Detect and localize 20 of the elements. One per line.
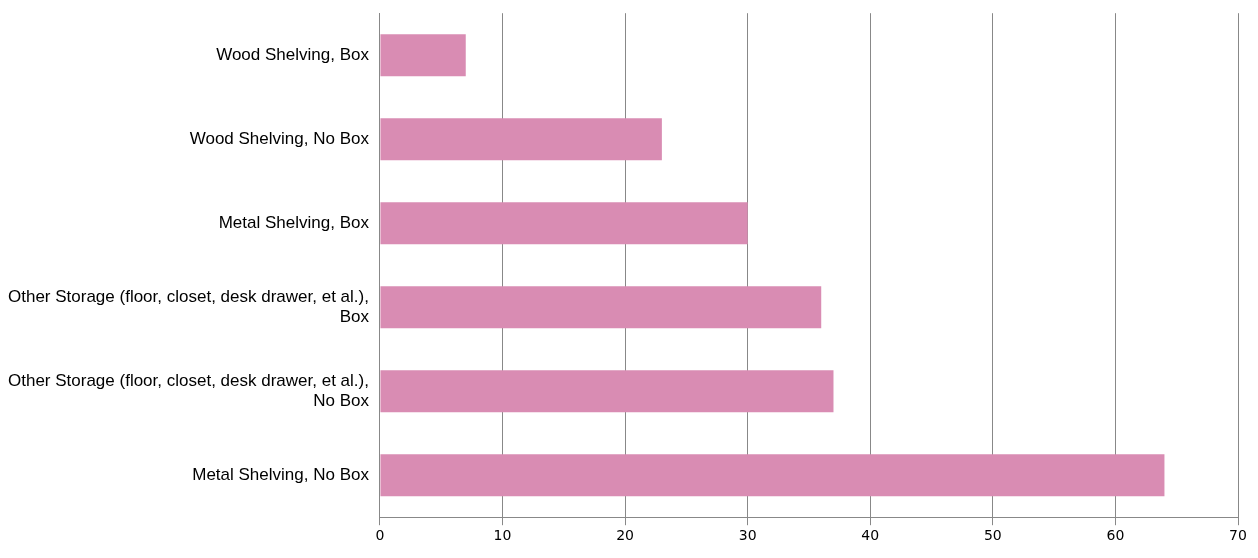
y-tick-label: Wood Shelving, Box (216, 44, 370, 64)
x-tick-label: 70 (1229, 527, 1247, 544)
x-tick-label: 20 (616, 527, 635, 544)
bar (380, 202, 748, 245)
x-tick-label: 50 (983, 527, 1002, 544)
x-tick-label: 60 (1106, 527, 1125, 544)
y-tick-label: Wood Shelving, No Box (189, 128, 370, 148)
x-tick-label: 0 (375, 527, 385, 544)
x-tick-label: 30 (738, 527, 757, 544)
bar (380, 118, 662, 161)
y-tick-label: Other Storage (floor, closet, desk drawer, et al.), Box (7, 286, 370, 327)
bar (380, 370, 834, 413)
y-tick-label: Metal Shelving, No Box (192, 464, 370, 484)
x-tick-label: 40 (861, 527, 880, 544)
bar (380, 286, 822, 329)
bar (380, 454, 1165, 497)
y-tick-label: Metal Shelving, Box (218, 212, 370, 232)
bar (380, 34, 466, 77)
x-tick-label: 10 (493, 527, 512, 544)
y-tick-label: Other Storage (floor, closet, desk drawer, et al.), No Box (7, 370, 370, 411)
